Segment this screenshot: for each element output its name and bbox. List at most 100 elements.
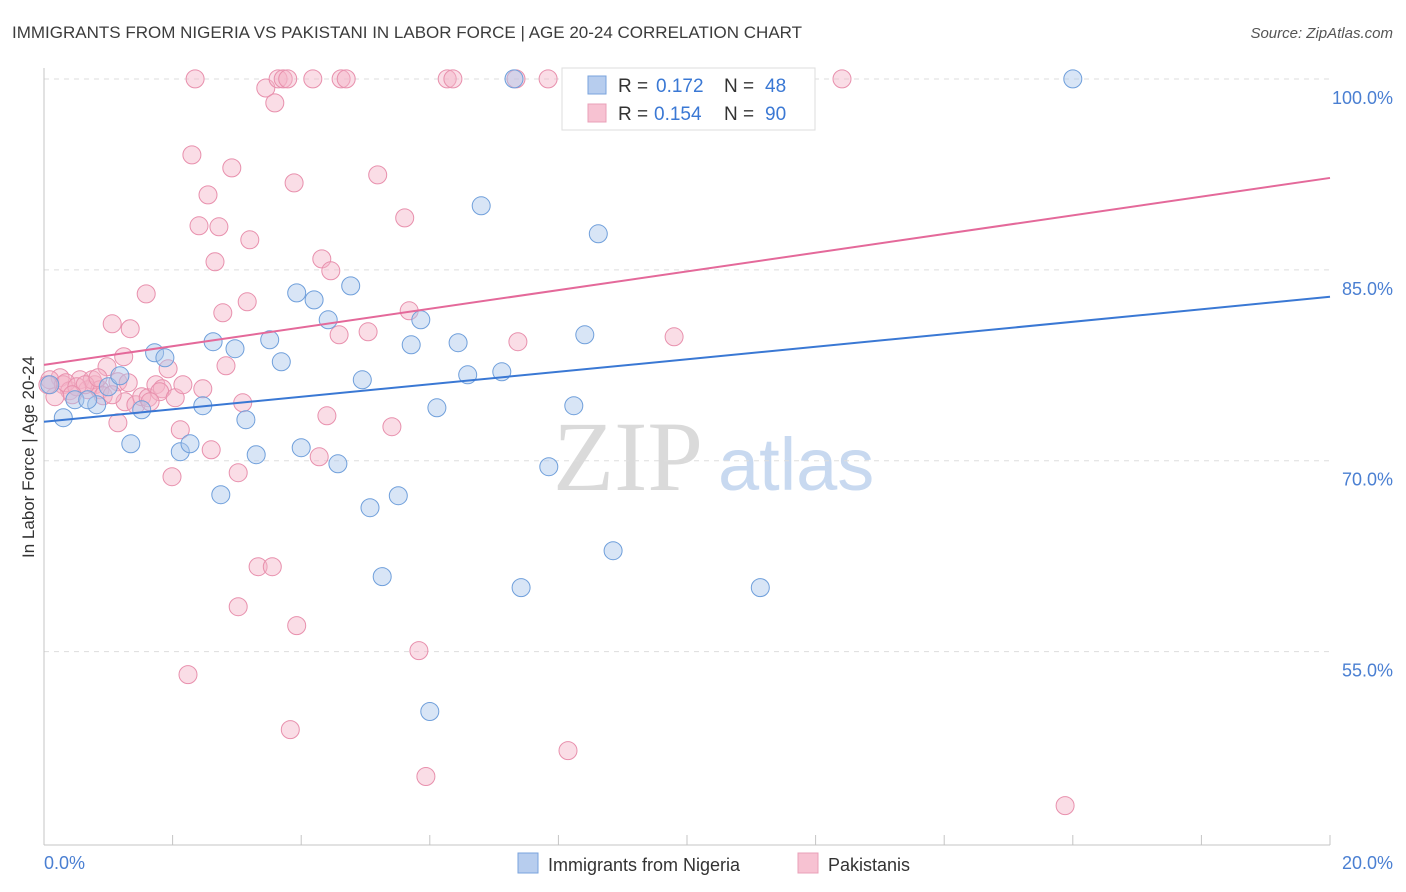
- legend-n-value-pakistani: 90: [765, 104, 786, 125]
- pakistani-point: [443, 69, 463, 89]
- nigeria-point: [511, 578, 531, 598]
- trend-line-nigeria: [43, 295, 1331, 423]
- nigeria-point: [98, 377, 118, 397]
- pakistani-point: [213, 303, 233, 323]
- legend-swatch-nigeria: [587, 75, 607, 95]
- legend-n-label-pakistani: N =: [724, 104, 754, 125]
- pakistani-point: [120, 319, 140, 339]
- pakistani-point: [56, 373, 76, 393]
- pakistani-point: [331, 69, 351, 89]
- legend-swatch-pakistani: [587, 103, 607, 123]
- pakistani-point: [209, 217, 229, 237]
- nigeria-point: [411, 310, 431, 330]
- nigeria-point: [420, 702, 440, 721]
- legend-r-value-pakistani: 0.154: [654, 104, 702, 125]
- bottom-legend-swatch-nigeria: [517, 852, 539, 874]
- nigeria-point: [225, 339, 245, 359]
- pakistani-point: [178, 665, 198, 685]
- nigeria-point: [341, 276, 361, 296]
- pakistani-point: [395, 208, 415, 228]
- nigeria-point: [1063, 69, 1083, 89]
- watermark: ZIP atlas: [553, 401, 874, 512]
- pakistani-point: [268, 69, 288, 89]
- pakistani-point: [240, 230, 260, 250]
- x-axis-tick-labels: 0.0% 20.0%: [44, 853, 1393, 873]
- pakistani-point: [248, 557, 268, 577]
- nigeria-point: [539, 457, 559, 477]
- nigeria-point: [360, 498, 380, 518]
- nigeria-point: [271, 352, 291, 372]
- legend-r-label-nigeria: R =: [618, 76, 648, 97]
- pakistani-point: [189, 216, 209, 236]
- chart-title: IMMIGRANTS FROM NIGERIA VS PAKISTANI IN …: [12, 23, 802, 42]
- legend-r-value-nigeria: 0.172: [656, 76, 704, 97]
- nigeria-point: [304, 290, 324, 310]
- nigeria-point: [287, 283, 307, 303]
- pakistani-point: [832, 69, 852, 89]
- pakistani-point: [108, 413, 128, 433]
- pakistani-point: [317, 406, 337, 426]
- pakistani-point: [170, 420, 190, 440]
- nigeria-point: [318, 310, 338, 330]
- pakistani-point: [173, 375, 193, 395]
- pakistani-point: [201, 440, 221, 460]
- nigeria-point: [40, 375, 60, 395]
- y-tick-label: 70.0%: [1342, 470, 1393, 490]
- pakistani-point: [136, 284, 156, 304]
- pakistani-point: [416, 767, 436, 786]
- nigeria-point: [471, 196, 491, 216]
- pakistani-point: [162, 467, 182, 487]
- pakistani-point: [216, 356, 236, 376]
- pakistani-point: [228, 463, 248, 483]
- nigeria-point: [448, 333, 468, 353]
- watermark-atlas: atlas: [718, 423, 874, 506]
- pakistani-point: [262, 557, 282, 577]
- pakistani-point: [538, 69, 558, 89]
- pakistani-point: [265, 93, 285, 113]
- watermark-zip: ZIP: [553, 401, 703, 512]
- nigeria-point: [236, 410, 256, 430]
- pakistani-point: [222, 158, 242, 178]
- nigeria-point: [564, 396, 584, 416]
- pakistani-point: [382, 417, 402, 437]
- nigeria-points: [40, 69, 1083, 721]
- nigeria-point: [388, 486, 408, 506]
- nigeria-point: [588, 224, 608, 244]
- nigeria-point: [78, 390, 98, 410]
- nigeria-point: [372, 567, 392, 587]
- pakistani-point: [558, 741, 578, 761]
- nigeria-point: [575, 325, 595, 345]
- nigeria-point: [427, 398, 447, 418]
- pakistani-point: [205, 252, 225, 272]
- nigeria-point: [352, 370, 372, 390]
- pakistani-point: [198, 185, 218, 205]
- pakistani-point: [329, 325, 349, 345]
- pakistani-point: [368, 165, 388, 185]
- pakistani-point: [287, 616, 307, 636]
- nigeria-point: [291, 438, 311, 458]
- pakistani-point: [336, 69, 356, 89]
- trend-lines: [43, 176, 1331, 423]
- pakistani-point: [193, 379, 213, 399]
- nigeria-point: [328, 454, 348, 474]
- pakistani-point: [664, 327, 684, 347]
- bottom-legend-swatch-pakistani: [797, 852, 819, 874]
- pakistani-point: [508, 332, 528, 352]
- pakistani-point: [278, 69, 298, 89]
- bottom-legend: Immigrants from Nigeria Pakistanis: [517, 852, 910, 875]
- legend-n-label-nigeria: N =: [724, 76, 754, 97]
- nigeria-point: [110, 366, 130, 386]
- x-axis-ticks: [43, 835, 1331, 845]
- pakistani-point: [228, 597, 248, 617]
- y-tick-label: 55.0%: [1342, 661, 1393, 681]
- nigeria-point: [170, 442, 190, 462]
- pakistani-point: [185, 69, 205, 89]
- pakistani-point: [102, 314, 122, 334]
- x-tick-label: 20.0%: [1342, 853, 1393, 873]
- bottom-legend-label-nigeria: Immigrants from Nigeria: [548, 855, 741, 875]
- pakistani-point: [237, 292, 257, 312]
- nigeria-point: [246, 445, 266, 465]
- pakistani-point: [114, 347, 134, 367]
- nigeria-point: [155, 348, 175, 368]
